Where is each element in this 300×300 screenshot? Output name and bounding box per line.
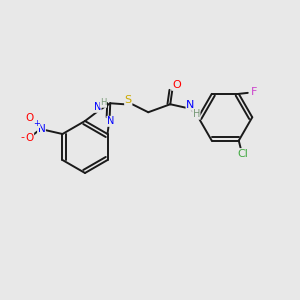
Text: O: O — [26, 133, 34, 143]
Text: H: H — [193, 109, 200, 119]
Text: Cl: Cl — [237, 148, 248, 159]
Text: +: + — [33, 118, 40, 127]
Text: F: F — [250, 87, 257, 97]
Text: H: H — [100, 98, 106, 107]
Text: O: O — [172, 80, 181, 90]
Text: N: N — [94, 102, 101, 112]
Text: N: N — [186, 100, 194, 110]
Text: S: S — [125, 95, 132, 105]
Text: N: N — [38, 124, 45, 134]
Text: N: N — [107, 116, 114, 126]
Text: O: O — [26, 113, 34, 123]
Text: -: - — [20, 132, 25, 142]
